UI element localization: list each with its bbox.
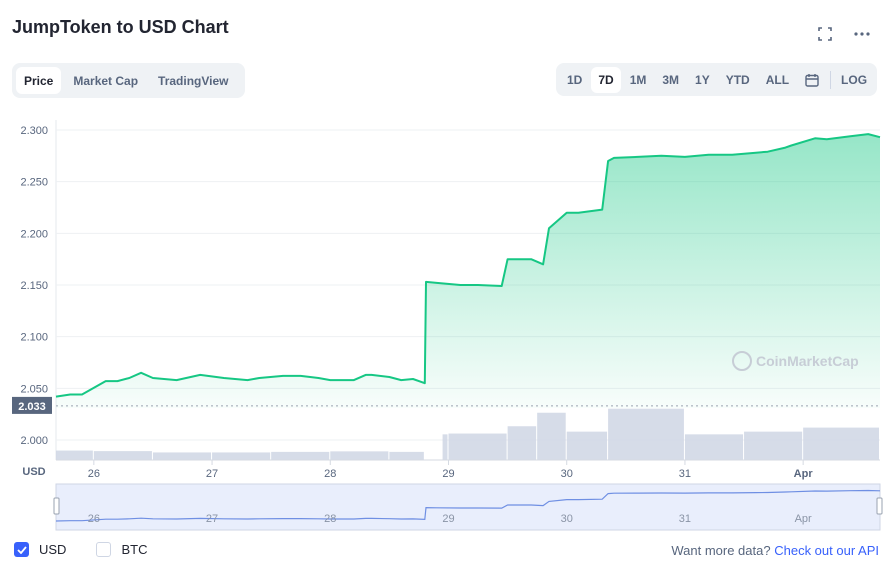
navigator-tick-label: 27 (206, 513, 218, 525)
time-range-selector: 1D 7D 1M 3M 1Y YTD ALL LOG (556, 63, 878, 96)
tab-market-cap[interactable]: Market Cap (73, 73, 139, 88)
y-tick-label: 2.300 (20, 125, 48, 137)
expand-icon[interactable] (815, 24, 835, 44)
current-price-badge (12, 396, 52, 414)
range-divider (830, 70, 832, 89)
x-tick-label: 27 (206, 468, 218, 480)
volume-bar (271, 451, 330, 460)
range-1y[interactable]: 1Y (695, 72, 710, 87)
legend-usd[interactable]: USD (14, 542, 66, 557)
navigator-handle-right (876, 497, 883, 515)
currency-legend: USD BTC (14, 542, 177, 557)
navigator-tick-label: 31 (679, 513, 691, 525)
btc-label: BTC (121, 542, 148, 557)
volume-bar (389, 451, 424, 460)
chart-type-tabs: Price Market Cap TradingView (12, 63, 245, 98)
volume-bar (56, 450, 93, 460)
navigator-tick-label: 28 (324, 513, 336, 525)
price-area (56, 134, 880, 408)
navigator-tick-label: 30 (561, 513, 573, 525)
navigator-handle-left (53, 497, 60, 515)
more-data-prompt: Want more data? (671, 543, 771, 558)
legend-btc[interactable]: BTC (96, 542, 147, 557)
volume-bar (744, 431, 803, 460)
y-tick-label: 2.150 (20, 280, 48, 292)
volume-bar (803, 427, 879, 460)
range-3m[interactable]: 3M (662, 72, 680, 87)
price-line (55, 133, 881, 398)
navigator-line (55, 489, 881, 522)
coinmarketcap-logo (732, 351, 752, 371)
currency-axis-label: USD (22, 466, 45, 478)
volume-bar (566, 431, 608, 460)
volume-bar (448, 433, 507, 460)
range-1d[interactable]: 1D (567, 72, 583, 87)
range-7d[interactable]: 7D (591, 66, 621, 93)
volume-bar (608, 408, 684, 460)
volume-bar (212, 452, 271, 460)
x-tick-label: Apr (794, 468, 814, 480)
log-toggle[interactable]: LOG (841, 72, 868, 87)
x-tick-label: 30 (561, 468, 573, 480)
y-tick-label: 2.250 (20, 177, 48, 189)
volume-bar (684, 434, 744, 460)
usd-label: USD (39, 542, 67, 557)
volume-bar (152, 452, 212, 460)
calendar-icon[interactable] (798, 67, 826, 93)
navigator-tick-label: 26 (88, 513, 100, 525)
usd-checkbox[interactable] (14, 542, 29, 557)
x-tick-label: 28 (324, 468, 336, 480)
range-all[interactable]: ALL (765, 72, 790, 87)
navigator-window (55, 483, 881, 531)
volume-bar (442, 434, 448, 460)
y-tick-label: 2.100 (20, 332, 48, 344)
navigator-tick-label: Apr (795, 513, 812, 525)
tab-tradingview[interactable]: TradingView (158, 73, 229, 88)
more-data-text: Want more data? Check out our API (671, 543, 879, 558)
y-tick-label: 2.200 (20, 228, 48, 240)
x-tick-label: 26 (88, 468, 100, 480)
volume-bar (330, 451, 389, 460)
price-chart[interactable]: 2.300 2.250 2.200 2.150 2.100 2.050 2.000 2.033… (0, 110, 891, 535)
watermark-text: CoinMarketCap (756, 353, 859, 369)
y-tick-label: 2.050 (20, 383, 48, 395)
range-1m[interactable]: 1M (629, 72, 647, 87)
x-tick-label: 31 (679, 468, 691, 480)
more-icon[interactable] (852, 24, 872, 44)
current-price-label: 2.033 (18, 401, 46, 413)
volume-bar (93, 451, 152, 460)
range-ytd[interactable]: YTD (725, 72, 750, 87)
volume-bar (537, 412, 566, 460)
chart-title: JumpToken to USD Chart (12, 17, 229, 37)
x-tick-label: 29 (442, 468, 454, 480)
tab-price[interactable]: Price (16, 67, 62, 94)
navigator-tick-label: 29 (442, 513, 454, 525)
volume-bar (507, 426, 537, 460)
btc-checkbox[interactable] (96, 542, 112, 557)
y-tick-label: 2.000 (20, 435, 48, 447)
api-link[interactable]: Check out our API (774, 543, 879, 558)
